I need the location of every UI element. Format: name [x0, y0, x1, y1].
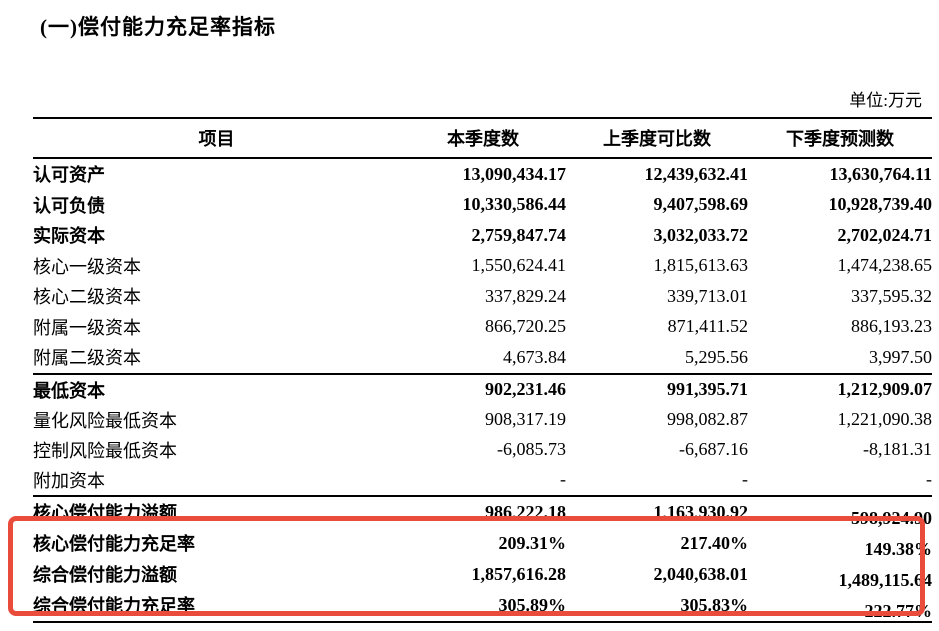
- section-title: (一)偿付能力充足率指标: [40, 15, 276, 39]
- value-prev-quarter: 3,032,033.72: [653, 224, 749, 245]
- table-row: 综合偿付能力溢额 1,857,616.28 2,040,638.01 1,489…: [33, 559, 932, 590]
- value-prev-quarter: 305.83%: [680, 594, 749, 615]
- value-current-quarter: 13,090,434.17: [462, 163, 567, 184]
- value-prev-quarter: -6,687.16: [679, 439, 748, 459]
- table-row: 量化风险最低资本 908,317.19 998,082.87 1,221,090…: [33, 405, 932, 435]
- value-prev-quarter: 1,163,930.92: [653, 501, 749, 522]
- value-prev-quarter: 339,713.01: [667, 285, 748, 306]
- table-row: 实际资本 2,759,847.74 3,032,033.72 2,702,024…: [33, 220, 932, 251]
- value-current-quarter: 2,759,847.74: [471, 224, 567, 245]
- value-current-quarter: 209.31%: [498, 532, 567, 553]
- value-prev-quarter: 2,040,638.01: [653, 563, 749, 584]
- row-label: 核心二级资本: [33, 287, 141, 308]
- row-label: 最低资本: [33, 380, 105, 401]
- row-label: 核心偿付能力充足率: [33, 534, 195, 554]
- value-next-quarter: 149.38%: [864, 538, 933, 559]
- section-solvency-ratios: 核心偿付能力溢额 986,222.18 1,163,930.92 598,924…: [33, 495, 932, 622]
- value-current-quarter: 337,829.24: [485, 285, 566, 306]
- value-prev-quarter: 998,082.87: [667, 409, 748, 429]
- value-next-quarter: -8,181.31: [863, 439, 932, 459]
- row-label: 核心一级资本: [33, 256, 141, 277]
- row-label: 附属一级资本: [33, 317, 141, 338]
- value-next-quarter: 3,997.50: [869, 346, 932, 367]
- value-next-quarter: 10,928,739.40: [828, 194, 933, 215]
- value-current-quarter: 986,222.18: [485, 501, 566, 522]
- value-next-quarter: 337,595.32: [851, 285, 932, 306]
- section-minimum-capital: 最低资本 902,231.46 991,395.71 1,212,909.07 …: [33, 373, 932, 496]
- value-current-quarter: 908,317.19: [485, 409, 566, 429]
- value-next-quarter: 13,630,764.11: [829, 163, 932, 184]
- header-row: 项目 本季度数 上季度可比数 下季度预测数: [33, 118, 932, 158]
- table-row: 附加资本 - - -: [33, 465, 932, 496]
- value-next-quarter: 1,474,238.65: [837, 255, 933, 276]
- value-next-quarter: -: [926, 469, 932, 489]
- table-row: 核心偿付能力充足率 209.31% 217.40% 149.38%: [33, 528, 932, 559]
- row-label: 控制风险最低资本: [33, 440, 177, 461]
- value-current-quarter: 1,857,616.28: [471, 563, 567, 584]
- row-label: 附属二级资本: [33, 348, 141, 369]
- table-row: 核心二级资本 337,829.24 339,713.01 337,595.32: [33, 281, 932, 312]
- section-capital: 认可资产 13,090,434.17 12,439,632.41 13,630,…: [33, 158, 932, 374]
- value-next-quarter: 222.77%: [864, 600, 933, 621]
- row-label: 认可负债: [33, 195, 105, 216]
- value-prev-quarter: 12,439,632.41: [644, 163, 749, 184]
- table-row: 最低资本 902,231.46 991,395.71 1,212,909.07: [33, 374, 932, 405]
- value-next-quarter: 1,221,090.38: [837, 409, 933, 429]
- value-prev-quarter: 5,295.56: [685, 346, 748, 367]
- row-label: 综合偿付能力溢额: [33, 565, 177, 585]
- table-row: 控制风险最低资本 -6,085.73 -6,687.16 -8,181.31: [33, 435, 932, 465]
- value-next-quarter: 2,702,024.71: [837, 224, 933, 245]
- value-next-quarter: 1,489,115.64: [838, 569, 932, 590]
- value-current-quarter: 4,673.84: [503, 346, 566, 367]
- value-prev-quarter: 991,395.71: [667, 379, 748, 399]
- col-header-prev-quarter: 上季度可比数: [603, 129, 711, 149]
- value-current-quarter: -6,085.73: [497, 439, 566, 459]
- table-row: 附属一级资本 866,720.25 871,411.52 886,193.23: [33, 312, 932, 343]
- value-current-quarter: 1,550,624.41: [471, 255, 567, 276]
- col-header-next-quarter: 下季度预测数: [786, 129, 894, 149]
- row-label: 核心偿付能力溢额: [33, 503, 177, 523]
- value-next-quarter: 598,924.90: [851, 507, 932, 528]
- value-next-quarter: 1,212,909.07: [837, 379, 933, 399]
- value-prev-quarter: 871,411.52: [667, 316, 748, 337]
- value-current-quarter: 10,330,586.44: [462, 194, 567, 215]
- value-current-quarter: -: [560, 469, 566, 489]
- table-row: 认可资产 13,090,434.17 12,439,632.41 13,630,…: [33, 158, 932, 190]
- table-row: 附属二级资本 4,673.84 5,295.56 3,997.50: [33, 342, 932, 374]
- row-label: 综合偿付能力充足率: [33, 596, 195, 616]
- value-prev-quarter: -: [742, 469, 748, 489]
- value-prev-quarter: 217.40%: [680, 532, 749, 553]
- row-label: 附加资本: [33, 470, 105, 491]
- table-row: 认可负债 10,330,586.44 9,407,598.69 10,928,7…: [33, 190, 932, 221]
- row-label: 量化风险最低资本: [33, 410, 177, 431]
- unit-label: 单位:万元: [849, 91, 922, 110]
- value-current-quarter: 902,231.46: [485, 379, 566, 399]
- table-row: 核心一级资本 1,550,624.41 1,815,613.63 1,474,2…: [33, 251, 932, 282]
- value-current-quarter: 305.89%: [498, 594, 567, 615]
- row-label: 实际资本: [33, 226, 105, 247]
- col-header-current-quarter: 本季度数: [447, 129, 519, 149]
- value-prev-quarter: 9,407,598.69: [653, 194, 749, 215]
- table-row: 核心偿付能力溢额 986,222.18 1,163,930.92 598,924…: [33, 496, 932, 528]
- table-header: 项目 本季度数 上季度可比数 下季度预测数: [33, 118, 932, 158]
- solvency-table: 项目 本季度数 上季度可比数 下季度预测数 认可资产 13,090,434.17…: [33, 117, 932, 623]
- value-prev-quarter: 1,815,613.63: [653, 255, 749, 276]
- row-label: 认可资产: [33, 165, 105, 186]
- value-current-quarter: 866,720.25: [485, 316, 566, 337]
- value-next-quarter: 886,193.23: [851, 316, 932, 337]
- col-header-item: 项目: [198, 129, 235, 149]
